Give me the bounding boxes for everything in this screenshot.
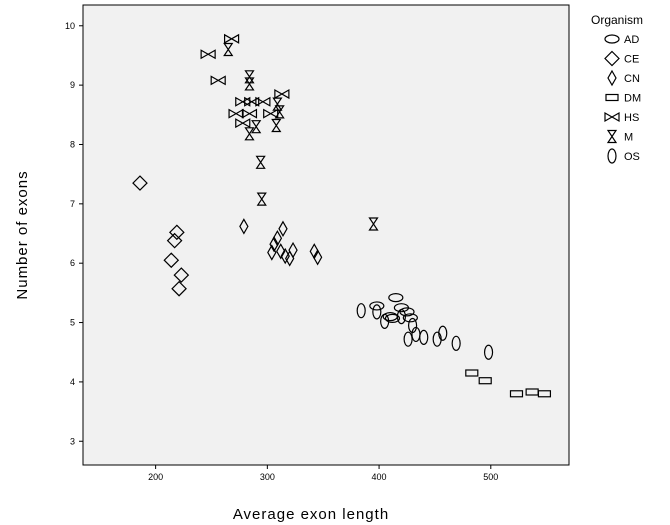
data-point-m <box>251 120 262 134</box>
data-point-m <box>256 192 267 206</box>
legend-marker-m <box>606 129 618 144</box>
data-point-hs <box>235 118 251 129</box>
plot-area <box>82 4 570 466</box>
data-point-os <box>403 331 413 347</box>
legend-marker-hs <box>604 111 620 123</box>
legend-item-os: OS <box>607 148 640 164</box>
data-point-hs <box>244 96 260 107</box>
data-point-m <box>244 127 255 141</box>
legend-item-cn: CN <box>607 69 640 87</box>
data-point-os <box>372 304 382 320</box>
data-point-hs <box>241 108 258 119</box>
data-point-ce <box>168 224 185 241</box>
data-point-ad <box>402 313 418 323</box>
data-point-hs <box>210 75 226 86</box>
data-point-m <box>271 118 282 133</box>
data-point-os <box>451 335 461 351</box>
y-tick-label: 6 <box>70 258 75 268</box>
x-tick-label: 500 <box>483 472 498 482</box>
y-tick-label: 5 <box>70 318 75 328</box>
data-point-ce <box>166 232 183 249</box>
legend-item-ad: AD <box>604 34 639 46</box>
data-point-ce <box>173 267 190 283</box>
legend-item-m: M <box>606 129 633 144</box>
data-point-cn <box>267 244 277 261</box>
data-point-hs <box>200 49 216 60</box>
y-tick-label: 10 <box>65 21 75 31</box>
legend-label: CE <box>624 54 639 66</box>
series-dm <box>465 369 552 398</box>
data-point-dm <box>478 377 492 385</box>
data-point-cn <box>312 249 323 266</box>
data-point-m <box>368 217 379 231</box>
data-point-m <box>223 42 234 57</box>
legend-item-dm: DM <box>605 93 641 105</box>
legend: Organism AD CE CN DM HS M OS <box>591 13 643 164</box>
series-hs <box>200 33 290 129</box>
legend-marker-ce <box>604 50 620 67</box>
data-point-ad <box>384 313 401 323</box>
series-os <box>356 303 494 360</box>
x-axis-title: Average exon length <box>233 506 389 523</box>
legend-label: HS <box>624 112 639 124</box>
data-point-os <box>380 313 390 329</box>
data-point-m <box>244 70 255 84</box>
x-tick-label: 300 <box>260 472 275 482</box>
data-point-os <box>356 303 366 319</box>
data-point-os <box>438 325 448 341</box>
y-axis-ticks: 3 4 5 6 7 8 9 10 <box>65 21 83 446</box>
data-point-ce <box>132 175 148 191</box>
y-tick-label: 7 <box>70 199 75 209</box>
x-axis-ticks: 200 300 400 500 <box>148 465 498 482</box>
legend-label: AD <box>624 34 639 46</box>
data-points <box>132 33 552 398</box>
legend-label: CN <box>624 73 640 85</box>
data-point-os <box>396 309 407 325</box>
legend-marker-os <box>607 148 617 164</box>
data-point-os <box>483 344 494 360</box>
series-cn <box>239 218 323 267</box>
series-ad <box>369 293 418 323</box>
data-point-hs <box>274 88 290 100</box>
legend-label: OS <box>624 151 640 163</box>
y-tick-label: 9 <box>70 80 75 90</box>
legend-label: DM <box>624 93 641 105</box>
data-point-dm <box>509 390 524 398</box>
data-point-m <box>255 155 266 169</box>
series-m <box>223 42 379 231</box>
data-point-ad <box>369 301 385 311</box>
legend-marker-dm <box>605 93 619 102</box>
data-point-ad <box>399 307 415 317</box>
data-point-ce <box>163 252 180 269</box>
data-point-cn <box>239 218 249 235</box>
y-tick-label: 3 <box>70 436 75 446</box>
data-point-dm <box>465 369 479 377</box>
data-point-ad <box>388 293 404 303</box>
x-tick-label: 200 <box>148 472 163 482</box>
legend-label: M <box>624 132 633 144</box>
data-point-dm <box>537 390 552 398</box>
data-point-cn <box>278 220 288 237</box>
legend-item-hs: HS <box>604 111 639 124</box>
series-ce <box>132 175 190 297</box>
legend-marker-ad <box>604 34 620 44</box>
data-point-cn <box>284 250 295 267</box>
data-point-hs <box>223 33 240 44</box>
data-point-ce <box>171 280 187 297</box>
data-point-os <box>419 329 429 345</box>
legend-title: Organism <box>591 13 643 27</box>
y-tick-label: 8 <box>70 139 75 149</box>
data-point-cn <box>276 243 286 260</box>
x-tick-label: 400 <box>372 472 387 482</box>
legend-marker-cn <box>607 69 617 87</box>
data-point-m <box>244 77 255 91</box>
y-axis-title: Number of exons <box>14 170 31 299</box>
data-point-hs <box>255 96 271 107</box>
data-point-cn <box>269 235 279 253</box>
legend-item-ce: CE <box>604 50 639 67</box>
data-point-m <box>274 105 285 119</box>
y-tick-label: 4 <box>70 377 75 387</box>
